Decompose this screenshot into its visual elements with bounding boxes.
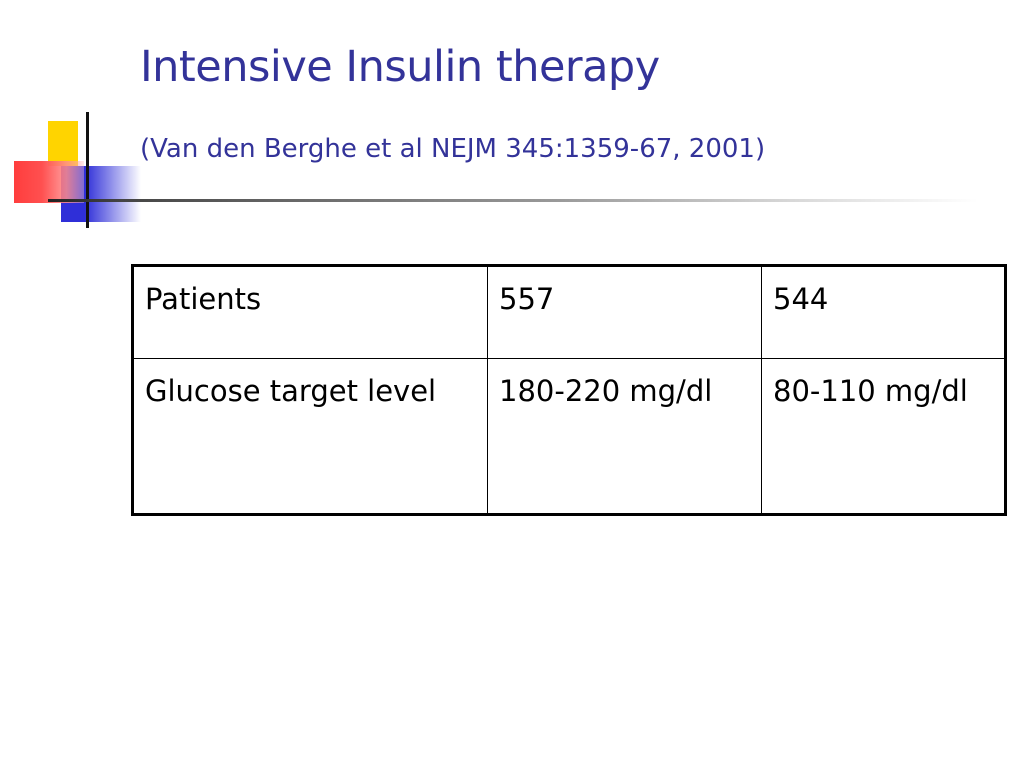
table-row: Patients 557 544 bbox=[132, 265, 1006, 359]
title-underline bbox=[48, 199, 978, 202]
yellow-square-decoration bbox=[48, 121, 78, 166]
table-cell: 180-220 mg/dl bbox=[487, 358, 762, 515]
red-square-decoration bbox=[14, 161, 84, 203]
table-cell: 80-110 mg/dl bbox=[761, 358, 1006, 515]
vertical-divider-line bbox=[86, 112, 89, 228]
slide-subtitle: (Van den Berghe et al NEJM 345:1359-67, … bbox=[140, 134, 766, 164]
table-cell: 544 bbox=[761, 265, 1006, 359]
corner-decoration bbox=[0, 0, 160, 240]
row-label-cell: Patients bbox=[132, 265, 488, 359]
table-row: Glucose target level 180-220 mg/dl 80-11… bbox=[132, 358, 1006, 515]
slide-title: Intensive Insulin therapy bbox=[140, 42, 660, 92]
data-table: Patients 557 544 Glucose target level 18… bbox=[131, 264, 1007, 516]
table-cell: 557 bbox=[487, 265, 762, 359]
row-label-cell: Glucose target level bbox=[132, 358, 488, 515]
